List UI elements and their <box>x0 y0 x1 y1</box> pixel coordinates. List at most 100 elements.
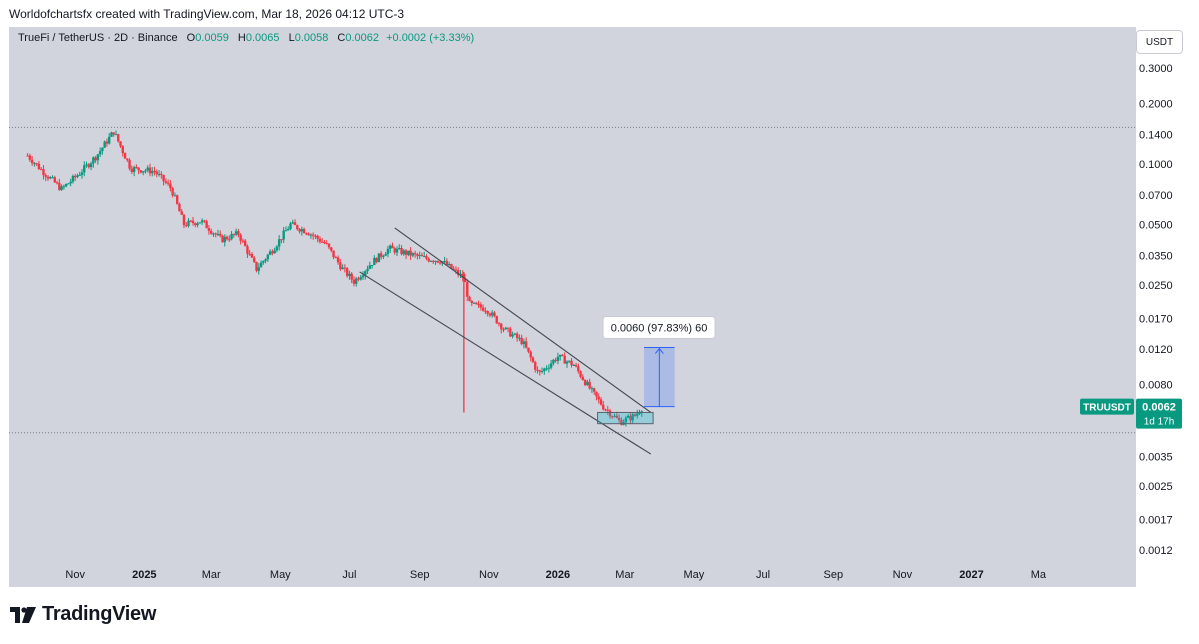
candle-body <box>583 380 587 386</box>
candle-body <box>606 409 609 411</box>
candle-body <box>30 159 34 164</box>
date-axis-label: Nov <box>479 569 499 581</box>
candle-body <box>216 233 220 235</box>
candle-body <box>377 253 381 263</box>
candle-body <box>339 262 342 270</box>
chart-canvas[interactable]: 0.0060 (97.83%) 60 Nov 2025 Mar May Jul Sep Nov… <box>9 27 1136 587</box>
candle-body <box>96 154 100 161</box>
candle-body <box>198 222 202 224</box>
candle-body <box>558 354 562 357</box>
candle-body <box>355 278 358 284</box>
tradingview-logo[interactable]: TradingView <box>10 603 156 626</box>
candle-body <box>73 175 77 178</box>
candle-body <box>275 246 279 251</box>
candle-body <box>112 132 115 135</box>
candle-body <box>55 182 59 184</box>
candle-body <box>212 233 215 235</box>
candle-body <box>468 296 471 302</box>
candle-body <box>477 304 480 306</box>
candle-body <box>450 263 453 269</box>
candle-body <box>608 410 612 417</box>
candle-body <box>577 366 580 372</box>
candle-body <box>327 243 331 248</box>
date-axis-label: Nov <box>893 569 913 581</box>
candle-body <box>151 170 154 174</box>
candle-body <box>400 247 403 255</box>
measure-label-text: 0.0060 (97.83%) 60 <box>611 323 708 335</box>
candle-body <box>398 247 401 249</box>
candle-body <box>343 267 347 269</box>
candle-body <box>325 243 328 245</box>
candle-body <box>262 261 265 263</box>
candle-body <box>556 356 560 361</box>
candle-body <box>51 177 54 179</box>
price-axis-canvas[interactable]: 0.3000 0.2000 0.1400 0.1000 0.0700 0.0500 0.03… <box>1136 27 1186 587</box>
candle-body <box>194 223 197 226</box>
candle-body <box>282 230 285 240</box>
candle-body <box>214 233 217 235</box>
candle-body <box>298 229 301 232</box>
candle-body <box>545 368 548 370</box>
candle-body <box>271 251 274 254</box>
candle-body <box>302 229 306 234</box>
candle-body <box>436 260 440 263</box>
candle-body <box>447 263 451 266</box>
low-value: 0.0058 <box>294 32 329 44</box>
candle-body <box>291 222 294 224</box>
candle-body <box>248 253 251 255</box>
candle-body <box>273 250 276 254</box>
candle-body <box>341 267 344 270</box>
candle-body <box>386 248 390 255</box>
candle-body <box>307 233 310 236</box>
candle-body <box>466 282 469 297</box>
candle-body <box>255 261 258 271</box>
candle-body <box>321 241 324 243</box>
date-axis-label: 2027 <box>959 569 983 581</box>
candle-body <box>232 234 236 236</box>
candle-body <box>266 254 270 260</box>
candle-body <box>626 415 630 418</box>
candle-body <box>105 141 109 144</box>
measure-label-box <box>602 316 716 340</box>
price-axis-label: 0.2000 <box>1139 98 1173 110</box>
candle-body <box>454 269 458 271</box>
candle-body <box>80 172 84 175</box>
symbol-title[interactable]: TrueFi / TetherUS · 2D · Binance <box>18 32 178 44</box>
date-axis-label: Sep <box>410 569 430 581</box>
candle-body <box>219 233 222 236</box>
candle-body <box>83 165 86 173</box>
candle-body <box>479 304 483 308</box>
price-axis-label: 0.0120 <box>1139 344 1173 356</box>
candle-body <box>359 277 362 280</box>
candle-body <box>146 167 149 171</box>
candle-body <box>264 259 267 262</box>
candle-body <box>395 248 399 253</box>
candle-body <box>624 417 628 423</box>
candle-body <box>570 360 573 366</box>
candle-body <box>520 337 523 345</box>
candle-body <box>280 239 283 241</box>
candle-body <box>37 163 41 170</box>
candle-body <box>228 239 231 241</box>
currency-selector[interactable]: USDT <box>1136 30 1183 54</box>
candle-body <box>101 147 104 152</box>
candle-body <box>166 182 170 184</box>
candle-body <box>289 223 292 229</box>
candle-body <box>318 238 322 242</box>
candle-body <box>495 316 498 324</box>
candle-body <box>42 169 45 176</box>
price-axis-label: 0.0035 <box>1139 452 1173 464</box>
candle-body <box>481 307 485 311</box>
candle-body <box>457 270 460 275</box>
candle-body <box>486 311 489 314</box>
price-tag-value: 0.0062 <box>1142 402 1176 414</box>
candle-body <box>196 223 199 226</box>
candle-body <box>357 278 360 280</box>
candle-body <box>98 151 102 155</box>
candle-body <box>443 260 446 262</box>
price-axis[interactable]: 0.3000 0.2000 0.1400 0.1000 0.0700 0.0500 0.03… <box>1136 27 1186 587</box>
chart-pane[interactable]: 0.0060 (97.83%) 60 Nov 2025 Mar May Jul Sep Nov… <box>9 27 1136 587</box>
candle-body <box>611 416 614 418</box>
candle-body <box>527 347 530 352</box>
date-axis-label: Sep <box>823 569 843 581</box>
